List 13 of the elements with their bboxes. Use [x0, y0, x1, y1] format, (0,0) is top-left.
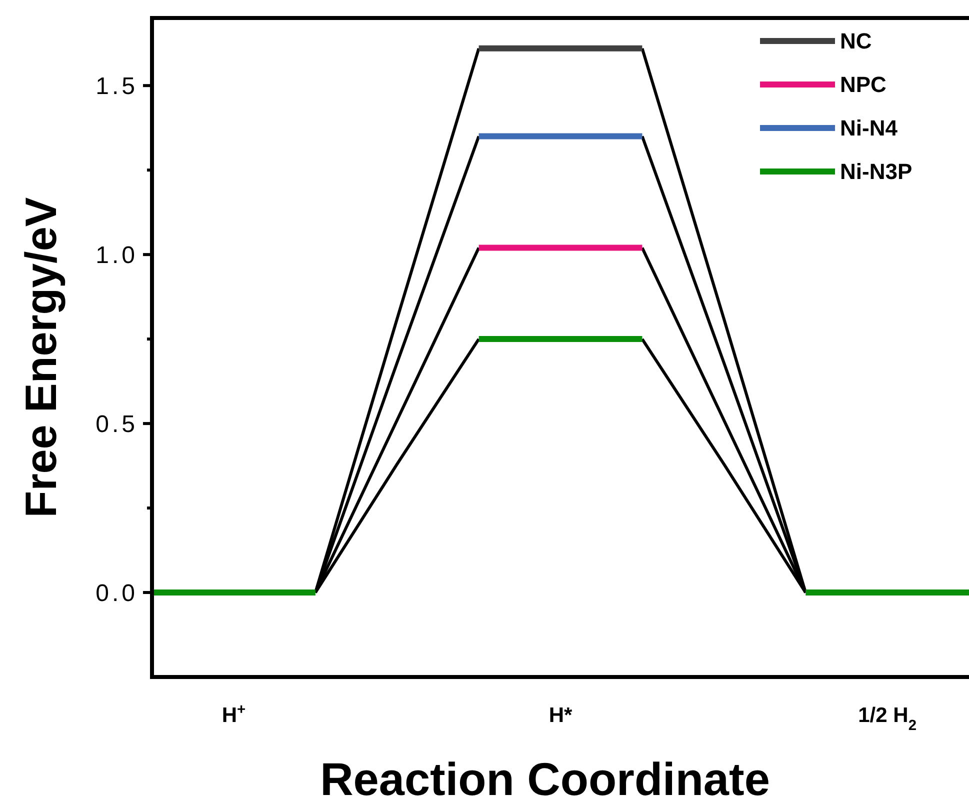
- y-tick-label: 1.5: [96, 72, 138, 100]
- legend-label: NC: [840, 28, 872, 54]
- x-tick-label: H$^{+}$: [222, 702, 246, 727]
- legend-label: Ni-N3P: [840, 159, 912, 184]
- legend-label: Ni-N4: [840, 116, 898, 141]
- legend-label: NPC: [840, 72, 887, 98]
- y-tick-label: 0.0: [96, 580, 138, 607]
- x-tick-label: 1/2 H$_{2}$: [858, 704, 916, 734]
- y-tick-label: 0.5: [96, 410, 138, 438]
- y-tick-label: 1.0: [96, 242, 138, 269]
- x-tick-label: H*: [548, 704, 573, 727]
- y-axis-title: Free Energy/eV: [17, 196, 66, 518]
- x-axis-title: Reaction Coordinate: [320, 753, 770, 805]
